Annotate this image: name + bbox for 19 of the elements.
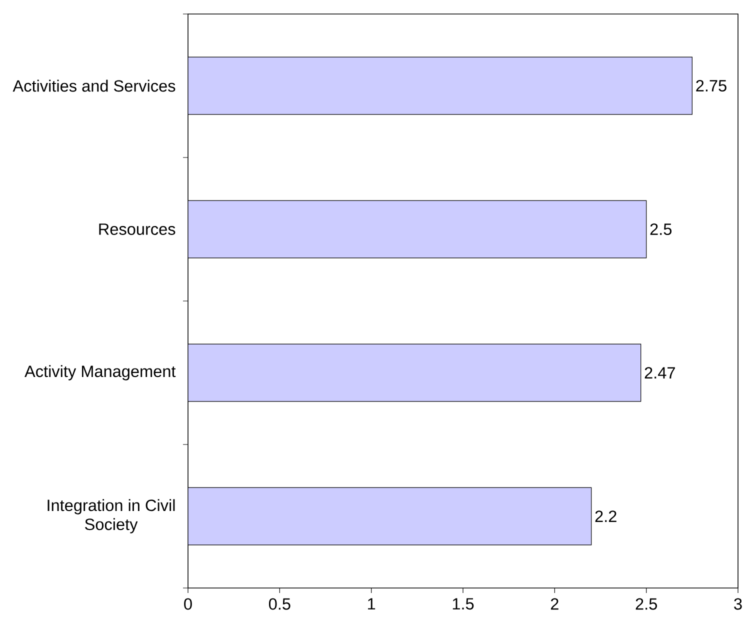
data-label: 2.47 bbox=[644, 367, 675, 378]
data-label: 2.2 bbox=[595, 510, 616, 522]
bar bbox=[188, 200, 647, 258]
x-tick-label: 2 bbox=[550, 598, 558, 610]
data-label: 2.5 bbox=[650, 223, 672, 236]
bar bbox=[188, 56, 692, 115]
y-tick-label: Integration in Civil Society bbox=[48, 499, 175, 534]
y-tick-label: Activity Management bbox=[24, 365, 176, 380]
bar bbox=[188, 344, 642, 402]
x-tick-label: 1 bbox=[368, 598, 376, 610]
bar bbox=[188, 487, 592, 546]
x-tick-label: 3 bbox=[734, 598, 742, 610]
x-tick-label: 0 bbox=[184, 598, 192, 610]
y-tick-label: Activities and Services bbox=[12, 80, 176, 92]
x-tick-label: 2.5 bbox=[636, 598, 657, 610]
x-tick-label: 0.5 bbox=[268, 598, 290, 610]
x-tick-label: 1.5 bbox=[452, 598, 474, 610]
y-tick-label: Resources bbox=[99, 224, 176, 235]
data-label: 2.75 bbox=[696, 80, 726, 92]
